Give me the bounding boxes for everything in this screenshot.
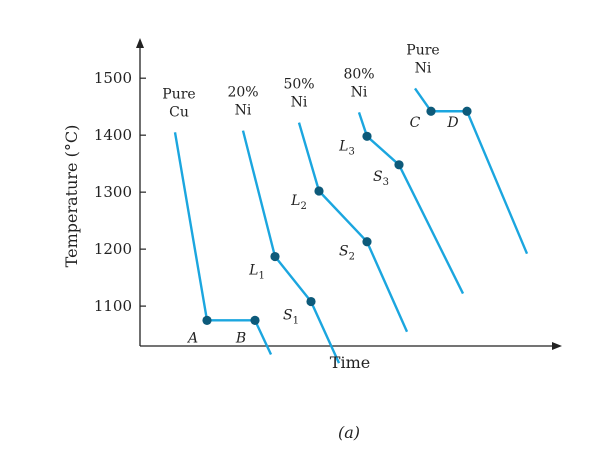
y-tick-label-1100: 1100 [94, 297, 132, 315]
series-label-5-line-1: Pure [406, 42, 439, 58]
data-points [202, 106, 472, 325]
y-ticks: 1100 1200 1300 1400 1500 [94, 69, 146, 315]
point-label-B: B [235, 330, 246, 346]
y-tick-label-1500: 1500 [94, 69, 132, 87]
series-labels: Pure Cu 20% Ni 50% Ni 80% Ni Pure Ni [162, 42, 439, 120]
axes [136, 38, 562, 350]
figure-caption: (a) [338, 423, 360, 442]
x-axis-arrowhead [552, 342, 562, 350]
point-C [426, 106, 436, 116]
point-label-C: C [410, 115, 421, 131]
cooling-curve-3 [297, 122, 409, 333]
point-S3 [394, 160, 404, 170]
series-label-1-line-2: Cu [169, 104, 189, 120]
series-label-4-line-2: Ni [351, 84, 368, 100]
y-axis-arrowhead [136, 38, 144, 48]
point-A [202, 315, 212, 325]
point-D [462, 106, 472, 116]
y-tick-label-1200: 1200 [94, 240, 132, 258]
point-labels: A B L1 S1 L2 S2 L3 S3 C D [186, 115, 459, 346]
cooling-curve-5 [414, 87, 529, 255]
point-S1 [306, 296, 316, 307]
series-label-1-line-1: Pure [162, 86, 195, 102]
point-S2 [362, 237, 372, 247]
series-label-3-line-2: Ni [291, 95, 308, 111]
series-lines [173, 87, 529, 364]
point-label-S2: S2 [339, 244, 355, 263]
point-label-L1: L1 [248, 263, 265, 282]
series-label-2-line-2: Ni [235, 103, 252, 119]
cooling-curve-4 [357, 111, 465, 295]
cooling-curve-1 [173, 132, 273, 356]
series-label-3-line-1: 50% [283, 77, 314, 93]
point-B [250, 315, 260, 325]
y-tick-label-1400: 1400 [94, 126, 132, 144]
cooling-curve-2 [241, 130, 341, 364]
point-L1 [270, 251, 280, 262]
point-L2 [314, 186, 324, 196]
point-label-S3: S3 [373, 169, 389, 188]
series-label-5-line-2: Ni [415, 60, 432, 76]
series-label-2-line-1: 20% [227, 85, 258, 101]
y-tick-label-1300: 1300 [94, 183, 132, 201]
y-axis-label: Temperature (°C) [62, 125, 81, 268]
point-L3 [362, 131, 372, 141]
point-label-L2: L2 [290, 193, 307, 212]
point-label-S1: S1 [283, 308, 299, 327]
point-label-D: D [446, 115, 458, 131]
series-label-4-line-1: 80% [343, 66, 374, 82]
point-label-A: A [186, 330, 198, 346]
point-label-L3: L3 [338, 138, 355, 157]
x-axis-label: Time [330, 353, 370, 372]
